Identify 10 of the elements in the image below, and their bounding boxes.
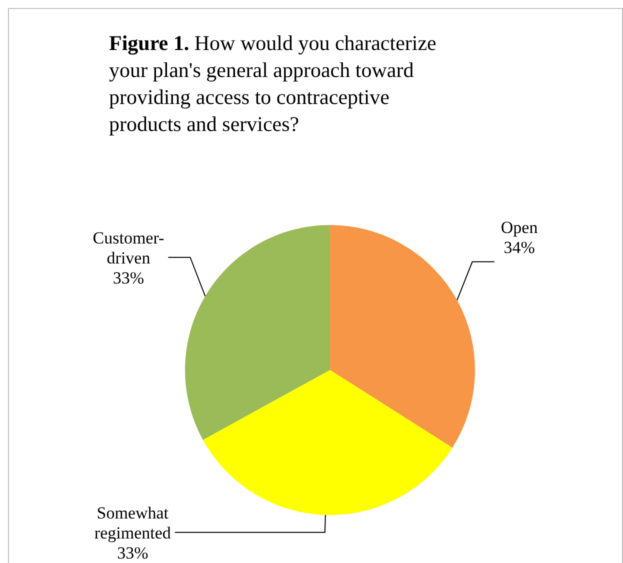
pie-slice [185, 225, 330, 440]
pie-slice [330, 225, 475, 448]
slice-label: Open [500, 218, 538, 237]
pie-slice [202, 370, 452, 515]
slice-label: Somewhat regimented [94, 503, 172, 542]
chart-title: Figure 1. How would you characterize your plan's general approach toward providing access to contraceptive products and services? [109, 31, 436, 136]
data-label: 33% [112, 268, 144, 288]
slice-label: Customer-driven [92, 228, 165, 268]
data-label: 33% [117, 543, 148, 562]
data-label: 34% [504, 238, 535, 257]
